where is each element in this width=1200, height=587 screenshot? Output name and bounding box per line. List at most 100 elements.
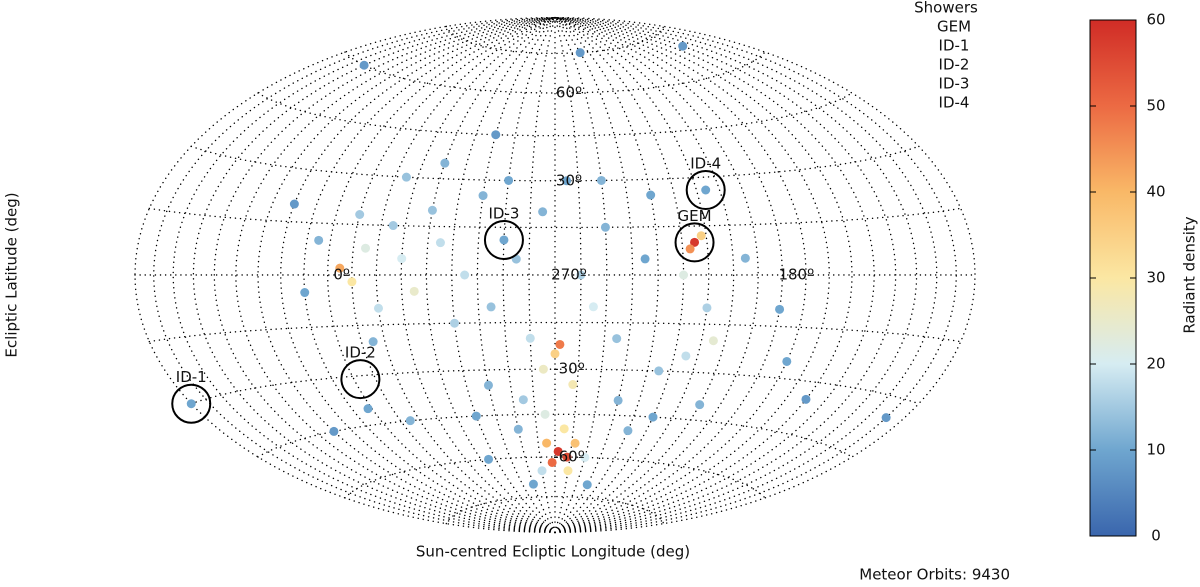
- radiant-point: [486, 302, 496, 312]
- legend-entry: ID-1: [939, 37, 970, 55]
- grid-line: [257, 16, 556, 534]
- graticule: [134, 16, 976, 534]
- radiant-point: [801, 394, 811, 404]
- grid-line: [554, 16, 608, 534]
- radiant-point: [588, 302, 598, 312]
- radiant-point: [696, 231, 706, 241]
- grid-line: [554, 16, 853, 534]
- grid-line: [257, 92, 853, 137]
- radiant-point: [528, 479, 538, 489]
- shower-label: ID-4: [690, 155, 721, 173]
- shower-marker: [483, 219, 524, 260]
- radiant-point: [427, 205, 437, 215]
- radiant-point: [409, 286, 419, 296]
- radiant-point: [355, 210, 365, 220]
- radiant-point: [559, 424, 569, 434]
- radiant-point: [289, 199, 299, 209]
- colorbar-tick-label: 60: [1146, 11, 1165, 29]
- y-axis-label: Ecliptic Latitude (deg): [3, 192, 21, 357]
- radiant-point: [678, 41, 688, 51]
- radiant-point: [600, 222, 610, 232]
- radiant-point: [499, 235, 509, 245]
- grid-line: [554, 16, 784, 534]
- radiant-point: [623, 426, 633, 436]
- radiant-point: [513, 424, 523, 434]
- radiant-point: [435, 238, 445, 248]
- radiant-point: [695, 400, 705, 410]
- shower-marker: [340, 359, 381, 400]
- radiant-point: [537, 466, 547, 476]
- radiant-point: [397, 254, 407, 264]
- radiant-point: [491, 130, 501, 140]
- grid-line: [554, 16, 897, 534]
- legend-entry: ID-4: [939, 94, 970, 112]
- radiant-point: [596, 175, 606, 185]
- grid-line: [554, 16, 938, 534]
- radiant-point: [568, 380, 578, 390]
- grid-line: [476, 16, 556, 534]
- radiant-point: [648, 412, 658, 422]
- grid-line: [152, 16, 556, 534]
- radiant-point: [575, 48, 585, 58]
- radiant-point: [542, 438, 552, 448]
- grid-line: [445, 25, 665, 55]
- radiant-point: [335, 263, 345, 273]
- grid-line: [554, 16, 875, 534]
- radiant-point: [368, 337, 378, 347]
- shower-label: ID-1: [176, 368, 207, 386]
- grid-label: -60º: [553, 448, 585, 466]
- grid-line: [554, 16, 830, 534]
- radiant-point: [547, 457, 557, 467]
- radiant-point: [460, 270, 470, 280]
- shower-label: ID-2: [345, 344, 376, 362]
- radiant-point: [701, 185, 711, 195]
- grid-label: 180º: [778, 266, 814, 284]
- colorbar-tick-label: 0: [1151, 527, 1161, 545]
- grid-line: [554, 16, 976, 534]
- radiant-point: [363, 404, 373, 414]
- radiant-point: [300, 288, 310, 298]
- radiant-point: [576, 270, 586, 280]
- grid-line: [445, 495, 665, 525]
- radiant-point: [881, 413, 891, 423]
- radiant-point: [640, 254, 650, 264]
- radiant-point: [525, 333, 535, 343]
- radiant-point: [538, 364, 548, 374]
- colorbar-tick-label: 40: [1146, 183, 1165, 201]
- radiant-point: [580, 452, 590, 462]
- radiant-point: [450, 318, 460, 328]
- radiant-point: [740, 253, 750, 263]
- radiant-point: [359, 60, 369, 70]
- radiant-point: [775, 304, 785, 314]
- grid-line: [134, 16, 556, 534]
- grid-line: [280, 16, 556, 534]
- radiant-point: [540, 409, 550, 419]
- radiant-point: [538, 207, 548, 217]
- radiant-point: [679, 270, 689, 280]
- colorbar-tick-label: 10: [1146, 441, 1165, 459]
- grid-line: [528, 16, 556, 534]
- radiant-point: [401, 172, 411, 182]
- footer: Meteor Orbits: 9430: [859, 566, 1010, 584]
- grid-line: [554, 16, 634, 534]
- radiant-point: [555, 339, 565, 349]
- radiants: [186, 41, 891, 490]
- radiant-point: [329, 426, 339, 436]
- grid-label: 60º: [556, 84, 582, 102]
- legend-title: Showers: [914, 0, 978, 17]
- radiant-point: [361, 243, 371, 253]
- grid-label: 0º: [333, 266, 350, 284]
- colorbar-tick-label: 20: [1146, 355, 1165, 373]
- radiant-point: [570, 438, 580, 448]
- radiant-point: [478, 191, 488, 201]
- x-axis-label: Sun-centred Ecliptic Longitude (deg): [416, 543, 690, 561]
- radiant-point: [471, 411, 481, 421]
- radiant-point: [708, 336, 718, 346]
- radiant-point: [654, 366, 664, 376]
- radiant-point: [681, 351, 691, 361]
- radiant-point: [483, 380, 493, 390]
- shower-marker: [674, 222, 715, 263]
- radiant-point: [562, 452, 572, 462]
- radiant-point: [484, 454, 494, 464]
- shower-marker: [171, 383, 212, 424]
